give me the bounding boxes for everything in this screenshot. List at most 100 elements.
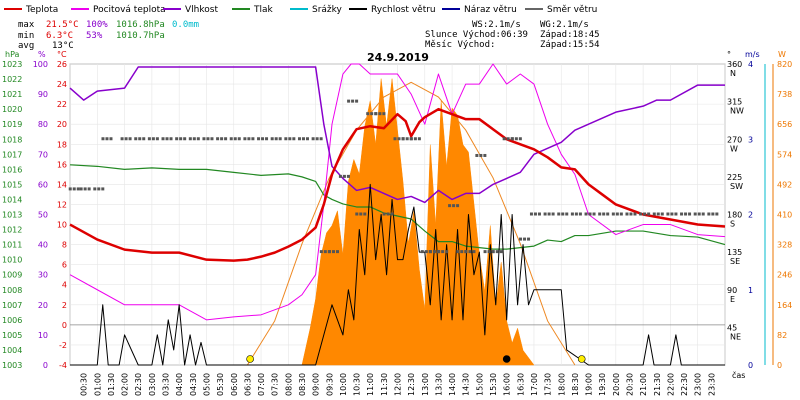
wind-dir-point — [175, 137, 179, 141]
wind-dir-point — [323, 250, 327, 254]
tick-w: 820 — [777, 60, 792, 69]
wind-dir-point — [347, 99, 351, 103]
tick-dir: 315 — [727, 98, 742, 107]
tick-time: 13:00 — [421, 373, 430, 396]
wind-dir-point — [237, 137, 241, 141]
wind-dir-point — [370, 112, 374, 116]
tick-c: 2 — [62, 301, 67, 310]
wind-dir-point — [233, 137, 237, 141]
tick-c: 12 — [57, 200, 67, 209]
tick-c: 6 — [62, 261, 67, 270]
wind-dir-point — [456, 250, 460, 254]
legend-entry: Tlak — [253, 5, 274, 15]
wind-dir-point — [338, 174, 342, 178]
wind-dir-point — [311, 137, 315, 141]
tick-c: 10 — [57, 221, 67, 230]
tick-time: 12:30 — [407, 373, 416, 396]
legend-entry: Rychlost větru — [371, 5, 436, 15]
tick-hpa: 1003 — [2, 361, 22, 370]
wind-dir-point — [592, 212, 596, 216]
tick-pct: 90 — [38, 90, 48, 99]
tick-time: 14:00 — [448, 373, 457, 396]
wind-dir-point — [523, 237, 527, 241]
wind-speed-line — [70, 183, 725, 366]
tick-time: 06:00 — [230, 373, 239, 396]
wind-dir-point — [134, 137, 138, 141]
wind-dir-point — [206, 137, 210, 141]
wind-dir-point — [216, 137, 220, 141]
wind-dir-point — [179, 137, 183, 141]
tick-time: 22:30 — [680, 373, 689, 396]
tick-time: 10:00 — [339, 373, 348, 396]
chart-title: 24.9.2019 — [367, 51, 429, 64]
wind-dir-point — [432, 250, 436, 254]
tick-w: 656 — [777, 120, 792, 129]
tick-time: 23:30 — [707, 373, 716, 396]
wind-dir-point — [697, 212, 701, 216]
tick-pct: 30 — [38, 271, 48, 280]
wind-dir-point — [247, 137, 251, 141]
wind-dir-point — [629, 212, 633, 216]
wind-dir-point — [460, 250, 464, 254]
tick-time: 12:00 — [394, 373, 403, 396]
sunrise-marker — [246, 355, 254, 363]
wind-dir-point — [611, 212, 615, 216]
tick-dir-name: SE — [730, 257, 740, 266]
wind-dir-point — [666, 212, 670, 216]
moonset-marker — [502, 355, 511, 363]
tick-c: 20 — [57, 120, 67, 129]
tick-c: 14 — [57, 180, 67, 189]
tick-w: 492 — [777, 180, 792, 189]
wind-dir-point — [441, 250, 445, 254]
tick-time: 07:00 — [257, 373, 266, 396]
wind-dir-point — [619, 212, 623, 216]
wind-dir-point — [270, 137, 274, 141]
wind-dir-point — [257, 137, 261, 141]
wind-dir-point — [128, 137, 132, 141]
wind-dir-point — [639, 212, 643, 216]
wind-dir-point — [606, 212, 610, 216]
stat-avg-temp: 13°C — [52, 41, 74, 51]
wind-dir-point — [602, 212, 606, 216]
tick-time: 09:00 — [312, 373, 321, 396]
wind-dir-point — [363, 212, 367, 216]
tick-time: 13:30 — [434, 373, 443, 396]
solar-area — [301, 78, 535, 366]
tick-time: 00:30 — [80, 373, 89, 396]
wind-dir-point — [456, 204, 460, 208]
wind-dir-point — [468, 250, 472, 254]
wind-dir-point — [336, 250, 339, 254]
tick-pct: 100 — [33, 60, 48, 69]
tick-dir: 90 — [727, 286, 737, 295]
wind-dir-point — [366, 112, 370, 116]
wind-dir-point — [417, 137, 421, 141]
tick-time: 16:30 — [516, 373, 525, 396]
wind-dir-point — [479, 153, 483, 157]
tick-w: 328 — [777, 241, 792, 250]
stat-min-hum: 53% — [86, 31, 103, 41]
wind-dir-point — [319, 137, 323, 141]
tick-c: 8 — [62, 241, 67, 250]
tick-pct: 20 — [38, 301, 48, 310]
tick-time: 02:30 — [134, 373, 143, 396]
tick-w: 246 — [777, 271, 792, 280]
tick-dir-name: SW — [730, 182, 743, 191]
tick-c: -4 — [59, 361, 67, 370]
wind-dir-point — [97, 187, 101, 191]
tick-pct: 10 — [38, 331, 48, 340]
wind-dir-point — [472, 250, 476, 254]
tick-time: 09:30 — [325, 373, 334, 396]
wind-dir-point — [224, 137, 228, 141]
axis-label-c: °C — [57, 50, 67, 59]
tick-hpa: 1006 — [2, 316, 22, 325]
wind-dir-point — [674, 212, 678, 216]
tick-time: 03:00 — [148, 373, 157, 396]
tick-c: 26 — [57, 60, 67, 69]
wind-dir-point — [151, 137, 155, 141]
tick-hpa: 1008 — [2, 286, 22, 295]
tick-hpa: 1011 — [2, 241, 22, 250]
tick-w: 410 — [777, 211, 792, 220]
stat-max-temp: 21.5°C — [46, 20, 79, 30]
chart-legend: Teplota Pocitová teplota Vlhkost Tlak Srážky… — [4, 5, 597, 15]
wind-dir-point — [625, 212, 629, 216]
